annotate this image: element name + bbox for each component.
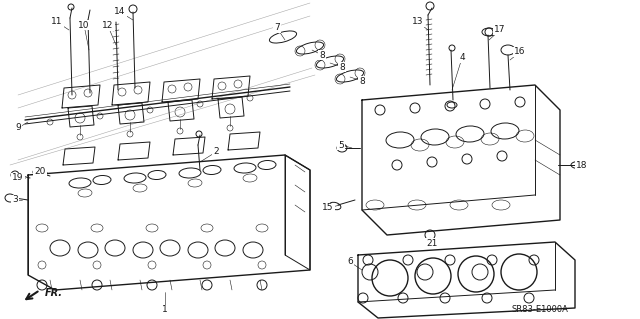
- Text: 3: 3: [12, 196, 18, 204]
- Text: 8: 8: [319, 50, 325, 60]
- Text: 20: 20: [35, 167, 45, 176]
- Text: 12: 12: [102, 21, 114, 31]
- Text: 4: 4: [459, 54, 465, 63]
- Text: 16: 16: [515, 48, 525, 56]
- Text: FR.: FR.: [45, 288, 63, 298]
- Text: 11: 11: [51, 18, 63, 26]
- Text: 15: 15: [323, 204, 333, 212]
- Text: 8: 8: [359, 77, 365, 85]
- Text: 19: 19: [12, 174, 24, 182]
- Text: 7: 7: [274, 24, 280, 33]
- Text: 21: 21: [426, 239, 438, 248]
- Text: 2: 2: [213, 147, 219, 157]
- Text: 5: 5: [338, 140, 344, 150]
- Text: 9: 9: [15, 123, 21, 132]
- Text: 13: 13: [412, 18, 424, 26]
- Text: 10: 10: [78, 20, 90, 29]
- Text: 14: 14: [115, 8, 125, 17]
- Text: 6: 6: [347, 257, 353, 266]
- Text: 17: 17: [494, 26, 506, 34]
- Text: 1: 1: [162, 306, 168, 315]
- Text: 8: 8: [339, 63, 345, 71]
- Text: SR83-E1000A: SR83-E1000A: [511, 306, 568, 315]
- Text: 18: 18: [576, 160, 588, 169]
